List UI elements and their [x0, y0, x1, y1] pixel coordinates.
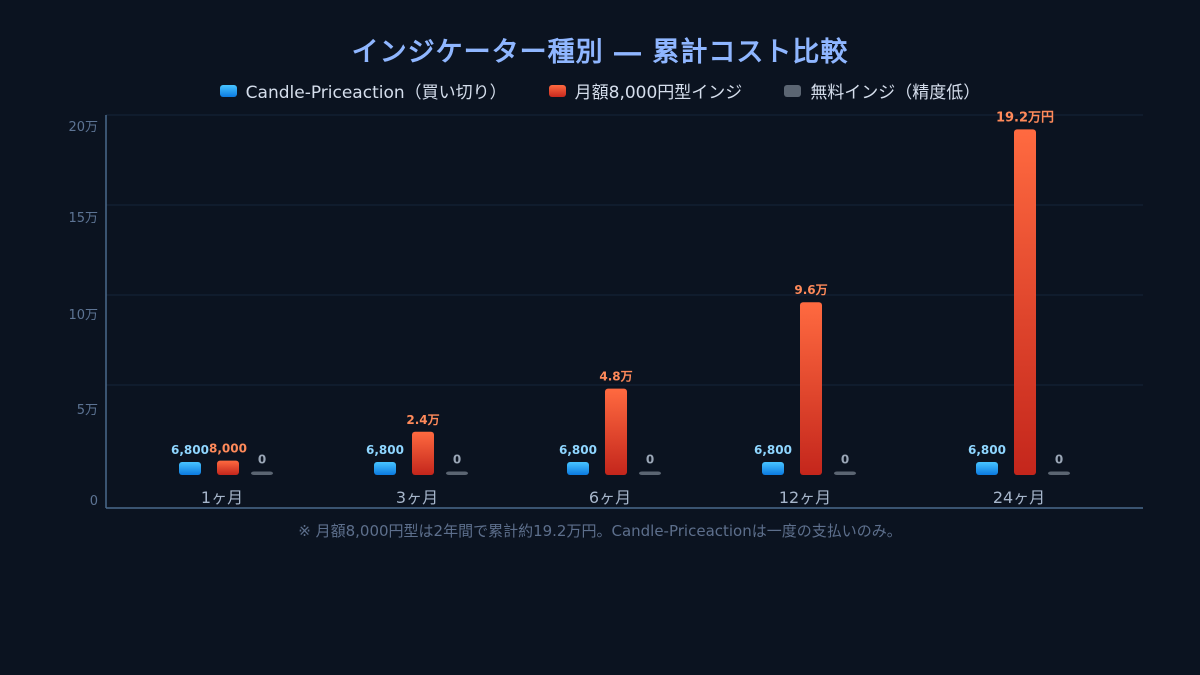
data-label: 6,800 — [366, 443, 404, 457]
bar-monthly — [217, 460, 239, 475]
legend-item-free[interactable]: 無料インジ（精度低） — [784, 78, 980, 103]
bar-free — [834, 471, 856, 475]
data-label: 6,800 — [559, 443, 597, 457]
bar-monthly — [800, 302, 822, 475]
data-label: 6,800 — [754, 443, 792, 457]
y-tick-label: 5万 — [77, 403, 98, 418]
chart-title: インジケーター種別 ― 累計コスト比較 — [351, 37, 849, 68]
bar-free — [639, 471, 661, 475]
legend-swatch-gray — [784, 84, 802, 97]
x-tick-label: 12ヶ月 — [779, 488, 831, 507]
x-tick-label: 6ヶ月 — [589, 488, 631, 507]
y-tick-label: 10万 — [68, 308, 98, 323]
bar-candle — [374, 462, 396, 475]
bar-candle — [762, 462, 784, 475]
data-label: 2.4万 — [406, 413, 439, 427]
bar-monthly — [605, 388, 627, 475]
data-label: 0 — [646, 453, 654, 467]
bar-free — [1048, 471, 1070, 475]
bar-candle — [567, 462, 589, 475]
y-tick-label: 15万 — [68, 211, 98, 226]
legend-swatch-blue — [219, 84, 237, 97]
data-label: 6,800 — [968, 443, 1006, 457]
bar-monthly — [412, 431, 434, 475]
x-tick-label: 3ヶ月 — [396, 488, 438, 507]
bar-free — [251, 471, 273, 475]
data-label: 19.2万円 — [996, 110, 1054, 125]
legend-label-monthly: 月額8,000円型インジ — [574, 83, 743, 103]
legend-label-free: 無料インジ（精度低） — [810, 83, 981, 103]
bar-candle — [179, 462, 201, 475]
data-label: 4.8万 — [599, 370, 632, 384]
legend-swatch-red — [548, 84, 566, 97]
y-tick-label: 20万 — [68, 120, 98, 135]
x-tick-label: 24ヶ月 — [993, 488, 1045, 507]
data-label: 6,800 — [171, 443, 209, 457]
bar-free — [446, 471, 468, 475]
legend-item-candle[interactable]: Candle-Priceaction（買い切り） — [219, 78, 507, 103]
data-label: 0 — [453, 453, 461, 467]
bar-monthly — [1014, 129, 1036, 475]
legend: Candle-Priceaction（買い切り） 月額8,000円型インジ 無料… — [0, 78, 1200, 103]
x-tick-label: 1ヶ月 — [201, 488, 243, 507]
footnote: ※ 月額8,000円型は2年間で累計約19.2万円。Candle-Priceac… — [298, 522, 902, 540]
data-label: 9.6万 — [794, 283, 827, 297]
data-label: 0 — [1055, 453, 1063, 467]
legend-label-candle: Candle-Priceaction（買い切り） — [245, 83, 507, 103]
legend-item-monthly[interactable]: 月額8,000円型インジ — [548, 78, 743, 103]
y-tick-label: 0 — [90, 494, 98, 509]
bar-candle — [976, 462, 998, 475]
data-label: 0 — [841, 453, 849, 467]
data-label: 8,000 — [209, 442, 247, 456]
data-label: 0 — [258, 453, 266, 467]
